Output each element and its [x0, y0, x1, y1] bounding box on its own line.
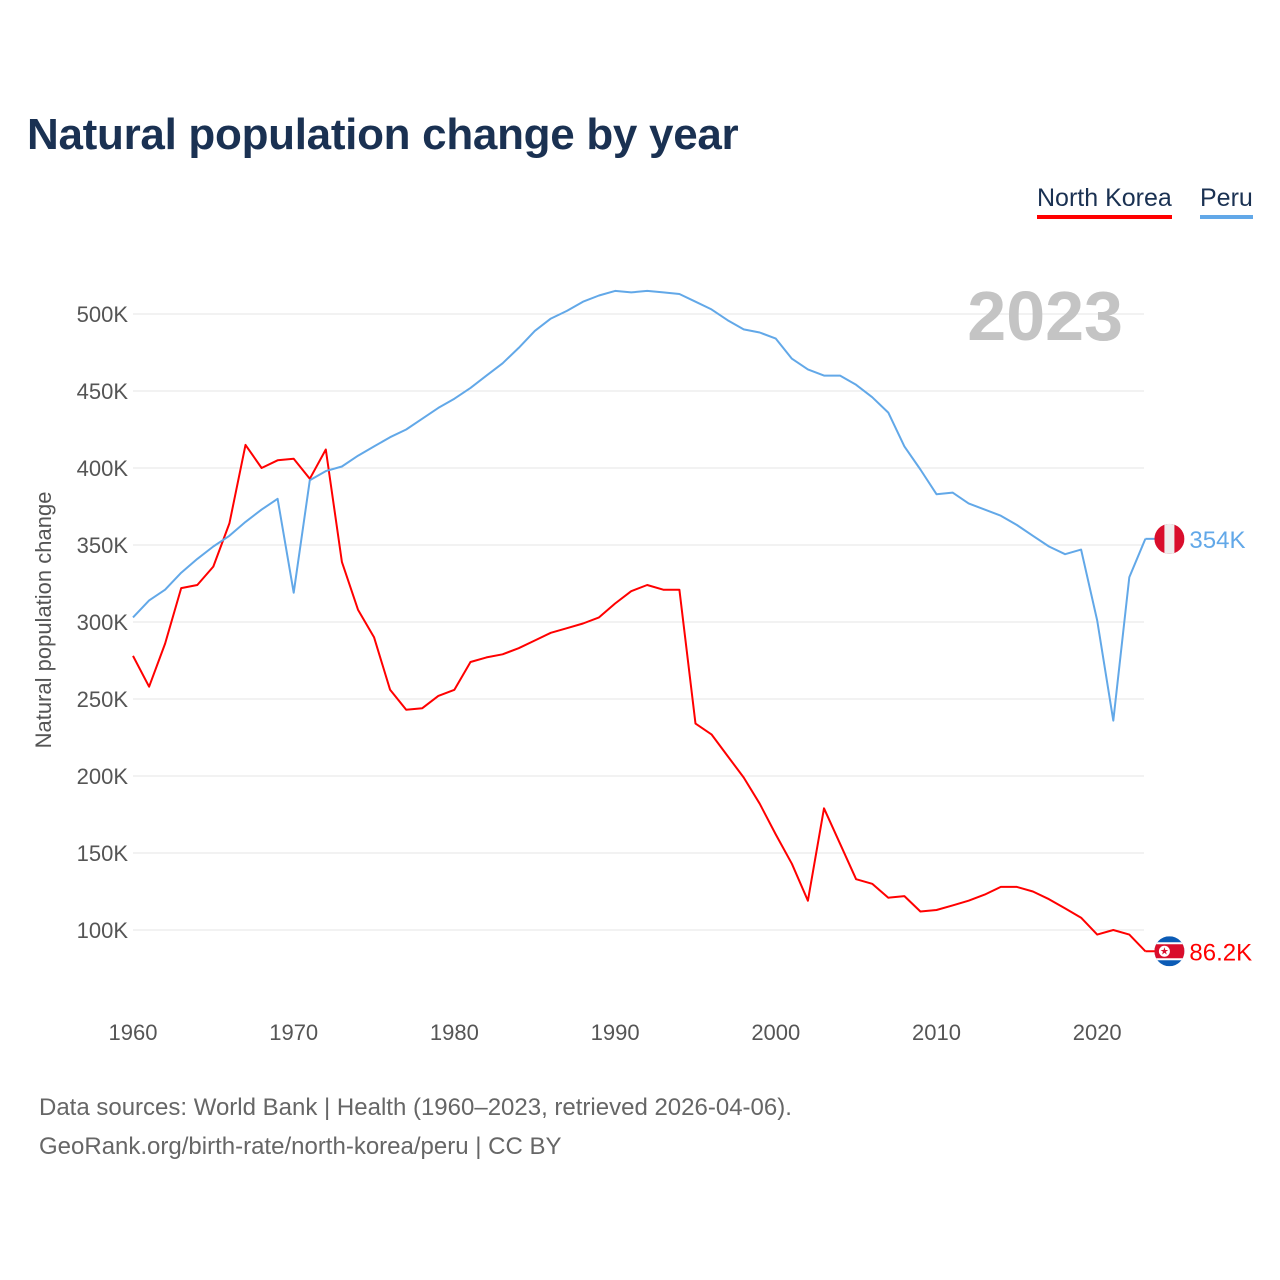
series-line-north-korea: [132, 443, 1147, 952]
y-tick-label: 500K: [77, 302, 129, 327]
y-axis-label: Natural population change: [31, 492, 56, 749]
y-tick-label: 350K: [77, 533, 129, 558]
source-line-2[interactable]: GeoRank.org/birth-rate/north-korea/peru …: [39, 1133, 562, 1160]
x-tick-label: 1990: [591, 1020, 640, 1045]
y-tick-label: 400K: [77, 456, 129, 481]
x-tick-label: 2020: [1073, 1020, 1122, 1045]
y-tick-label: 150K: [77, 841, 129, 866]
legend-north-korea[interactable]: North Korea: [1037, 184, 1172, 219]
flag-body: [1154, 936, 1185, 967]
y-tick-label: 250K: [77, 687, 129, 712]
end-value-label-north-korea: 86.2K: [1189, 939, 1252, 966]
x-tick-label: 1960: [109, 1020, 158, 1045]
year-watermark: 2023: [967, 277, 1123, 355]
x-tick-label: 1980: [430, 1020, 479, 1045]
legend-peru[interactable]: Peru: [1200, 184, 1253, 219]
y-tick-label: 200K: [77, 764, 129, 789]
flag-body: [1154, 523, 1185, 554]
star-icon: [1160, 947, 1169, 955]
end-value-label-peru: 354K: [1189, 527, 1245, 554]
x-tick-label: 2010: [912, 1020, 961, 1045]
series-line-peru: [132, 289, 1147, 722]
x-tick-label: 2000: [751, 1020, 800, 1045]
y-tick-label: 100K: [77, 918, 129, 943]
x-tick-label: 1970: [269, 1020, 318, 1045]
north-korea-flag-icon: [1154, 936, 1185, 967]
flag-white: [1164, 523, 1175, 554]
source-note: Data sources: World Bank | Health (1960–…: [39, 1088, 792, 1166]
peru-flag-icon: [1154, 523, 1185, 554]
y-tick-label: 450K: [77, 379, 129, 404]
y-tick-label: 300K: [77, 610, 129, 635]
chart-title: Natural population change by year: [27, 110, 739, 159]
source-line-1: Data sources: World Bank | Health (1960–…: [39, 1094, 792, 1121]
